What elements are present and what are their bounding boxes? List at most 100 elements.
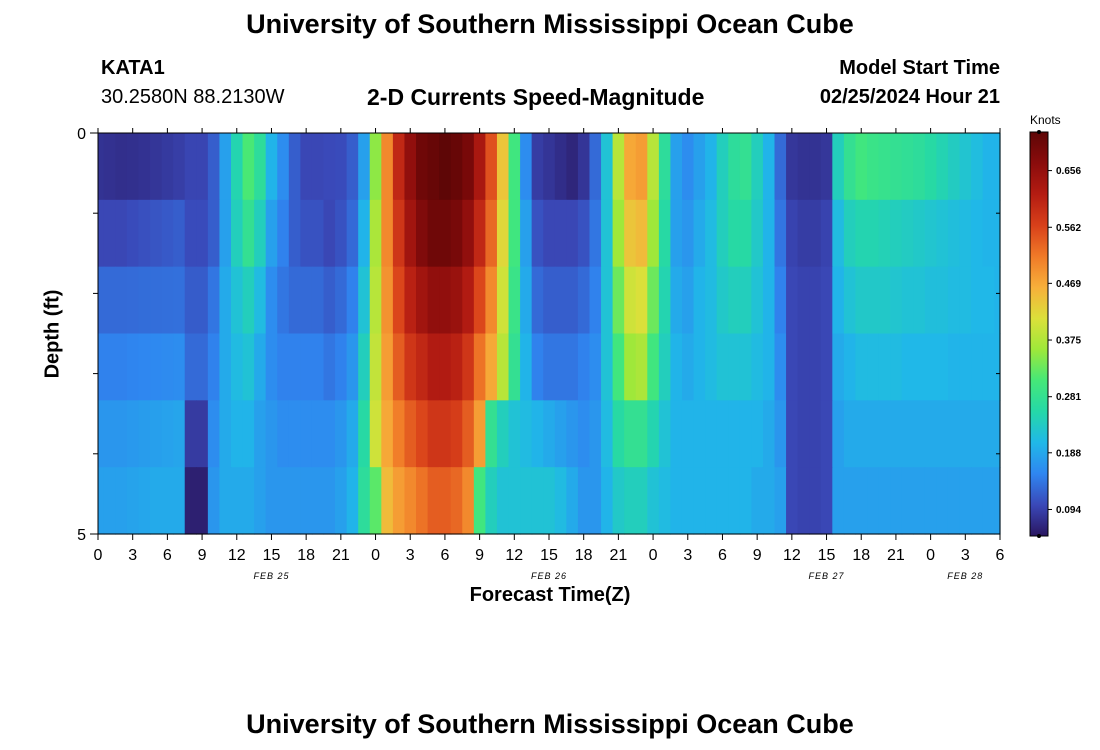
heatmap-cell: [404, 333, 417, 401]
heatmap-cell: [288, 333, 301, 401]
heatmap-cell: [265, 400, 278, 468]
x-tick-label: 12: [228, 547, 246, 564]
heatmap-cell: [161, 199, 174, 268]
heatmap-cell: [300, 266, 313, 335]
heatmap-cell: [358, 400, 371, 468]
heatmap-cell: [762, 333, 776, 401]
heatmap-cell: [647, 133, 660, 201]
heatmap-cell: [496, 333, 510, 401]
heatmap-cell: [786, 266, 799, 335]
heatmap-cell: [947, 133, 961, 201]
colorbar-tick-label: 0.562: [1056, 223, 1081, 234]
heatmap-cell: [150, 199, 163, 268]
heatmap-cell: [381, 333, 394, 401]
colorbar: 0.656 0.562 0.469 0.375 0.281 0.188 0.094: [1029, 130, 1081, 538]
heatmap-cell: [774, 467, 787, 535]
heatmap-cell: [230, 400, 244, 468]
heatmap-cell: [786, 133, 799, 201]
heatmap-cell: [300, 333, 313, 401]
heatmap-cell: [947, 467, 961, 535]
x-tick-label: 15: [263, 547, 281, 564]
heatmap-cell: [369, 333, 382, 401]
x-tick-label: 12: [783, 547, 801, 564]
heatmap-cell: [832, 133, 845, 201]
heatmap-cell: [739, 199, 752, 268]
heatmap-cell: [126, 400, 140, 468]
heatmap-cell: [369, 400, 382, 468]
heatmap-cell: [924, 199, 937, 268]
heatmap-cell: [577, 266, 591, 335]
heatmap-cell: [450, 199, 463, 268]
heatmap-cell: [462, 266, 475, 335]
heatmap-cell: [508, 199, 521, 268]
heatmap-cell: [635, 400, 648, 468]
heatmap-cell: [439, 199, 452, 268]
heatmap-cell: [716, 266, 729, 335]
heatmap-cell: [196, 400, 209, 468]
heatmap-cell: [323, 133, 336, 201]
heatmap-cell: [150, 333, 163, 401]
heatmap-cell: [98, 333, 105, 401]
heatmap-cell: [913, 467, 926, 535]
x-tick-label: 9: [475, 547, 484, 564]
heatmap-cell: [982, 467, 995, 535]
heatmap-cell: [832, 400, 845, 468]
heatmap-cells: [98, 133, 1001, 535]
heatmap-cell: [705, 266, 718, 335]
heatmap-cell: [994, 400, 1001, 468]
heatmap-cell: [219, 467, 232, 535]
heatmap-cell: [635, 199, 648, 268]
x-tick-label: 9: [753, 547, 762, 564]
heatmap-cell: [473, 266, 486, 335]
heatmap-cell: [797, 467, 810, 535]
heatmap-cell: [624, 333, 637, 401]
heatmap-cell: [566, 199, 579, 268]
heatmap-cell: [323, 199, 336, 268]
colorbar-cap-bottom: [1037, 534, 1041, 538]
heatmap-cell: [959, 467, 972, 535]
heatmap-cell: [508, 133, 521, 201]
heatmap-cell: [392, 400, 406, 468]
x-tick-label: 3: [128, 547, 137, 564]
heatmap-cell: [901, 133, 914, 201]
heatmap-cell: [797, 266, 810, 335]
heatmap-cell: [751, 467, 764, 535]
y-tick-label: 0: [77, 126, 86, 143]
heatmap-cell: [416, 333, 429, 401]
heatmap-cell: [936, 400, 949, 468]
heatmap-cell: [450, 400, 463, 468]
heatmap-cell: [693, 467, 706, 535]
x-tick-label: 0: [649, 547, 658, 564]
heatmap-cell: [98, 266, 105, 335]
heatmap-cell: [496, 133, 510, 201]
heatmap-cell: [196, 133, 209, 201]
heatmap-cell: [473, 400, 486, 468]
heatmap-cell: [439, 400, 452, 468]
heatmap-cell: [612, 266, 625, 335]
heatmap-cell: [473, 133, 486, 201]
heatmap-cell: [508, 266, 521, 335]
heatmap-cell: [427, 199, 440, 268]
heatmap-cell: [300, 133, 313, 201]
heatmap-cell: [520, 400, 533, 468]
heatmap-cell: [994, 266, 1001, 335]
heatmap-cell: [728, 266, 741, 335]
heatmap-cell: [288, 199, 301, 268]
heatmap-cell: [369, 199, 382, 268]
heatmap-cell: [543, 199, 556, 268]
heatmap-cell: [797, 133, 810, 201]
heatmap-cell: [335, 333, 348, 401]
heatmap-cell: [624, 133, 637, 201]
heatmap-cell: [346, 333, 359, 401]
heatmap-cell: [554, 333, 567, 401]
heatmap-cell: [728, 467, 741, 535]
heatmap-cell: [624, 199, 637, 268]
heatmap-cell: [994, 467, 1001, 535]
heatmap-cell: [184, 467, 197, 535]
heatmap-cell: [323, 266, 336, 335]
heatmap-cell: [762, 199, 776, 268]
heatmap-cell: [254, 266, 267, 335]
heatmap-cell: [126, 199, 140, 268]
heatmap-cell: [913, 266, 926, 335]
heatmap-cell: [520, 133, 533, 201]
